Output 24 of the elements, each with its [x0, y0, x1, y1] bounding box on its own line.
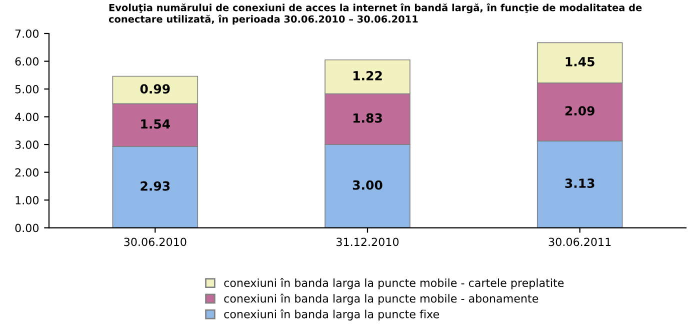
y-tick-label: 6.00 — [15, 57, 39, 66]
legend-label: conexiuni în banda larga la puncte mobile - cartele preplatite — [224, 278, 564, 290]
x-tick-label: 31.12.2010 — [336, 238, 399, 246]
data-label: 3.00 — [352, 180, 382, 190]
data-label: 2.93 — [140, 181, 170, 191]
y-tick-label: 4.00 — [15, 112, 39, 122]
data-label: 0.99 — [140, 84, 170, 94]
y-tick-label: 7.00 — [15, 29, 39, 38]
y-tick-label: 1.00 — [16, 196, 39, 204]
data-label: 1.45 — [566, 57, 594, 66]
y-tick-label: 0.00 — [15, 224, 39, 232]
data-label: 1.83 — [353, 113, 382, 123]
data-label: 1.54 — [141, 119, 170, 129]
chart-title: Evoluţia numărului de conexiuni de acces la internet în bandă largă, în funcţie de modalitatea de conectare utilizată, în perioada 30.06.2010 – 30.06.2011 — [108, 3, 642, 25]
data-label: 3.13 — [565, 178, 594, 188]
y-tick-label: 5.00 — [15, 84, 39, 94]
y-tick-label: 3.00 — [15, 140, 39, 149]
legend-label: conexiuni în banda larga la puncte fixe — [224, 309, 440, 320]
x-tick-label: 30.06.2011 — [548, 238, 611, 246]
data-label: 1.22 — [353, 70, 382, 80]
legend-label: conexiuni în banda larga la puncte mobile - abonamente — [224, 294, 538, 305]
data-label: 2.09 — [565, 106, 594, 116]
x-tick-label: 30.06.2010 — [124, 238, 186, 246]
y-tick-label: 2.00 — [15, 168, 39, 177]
